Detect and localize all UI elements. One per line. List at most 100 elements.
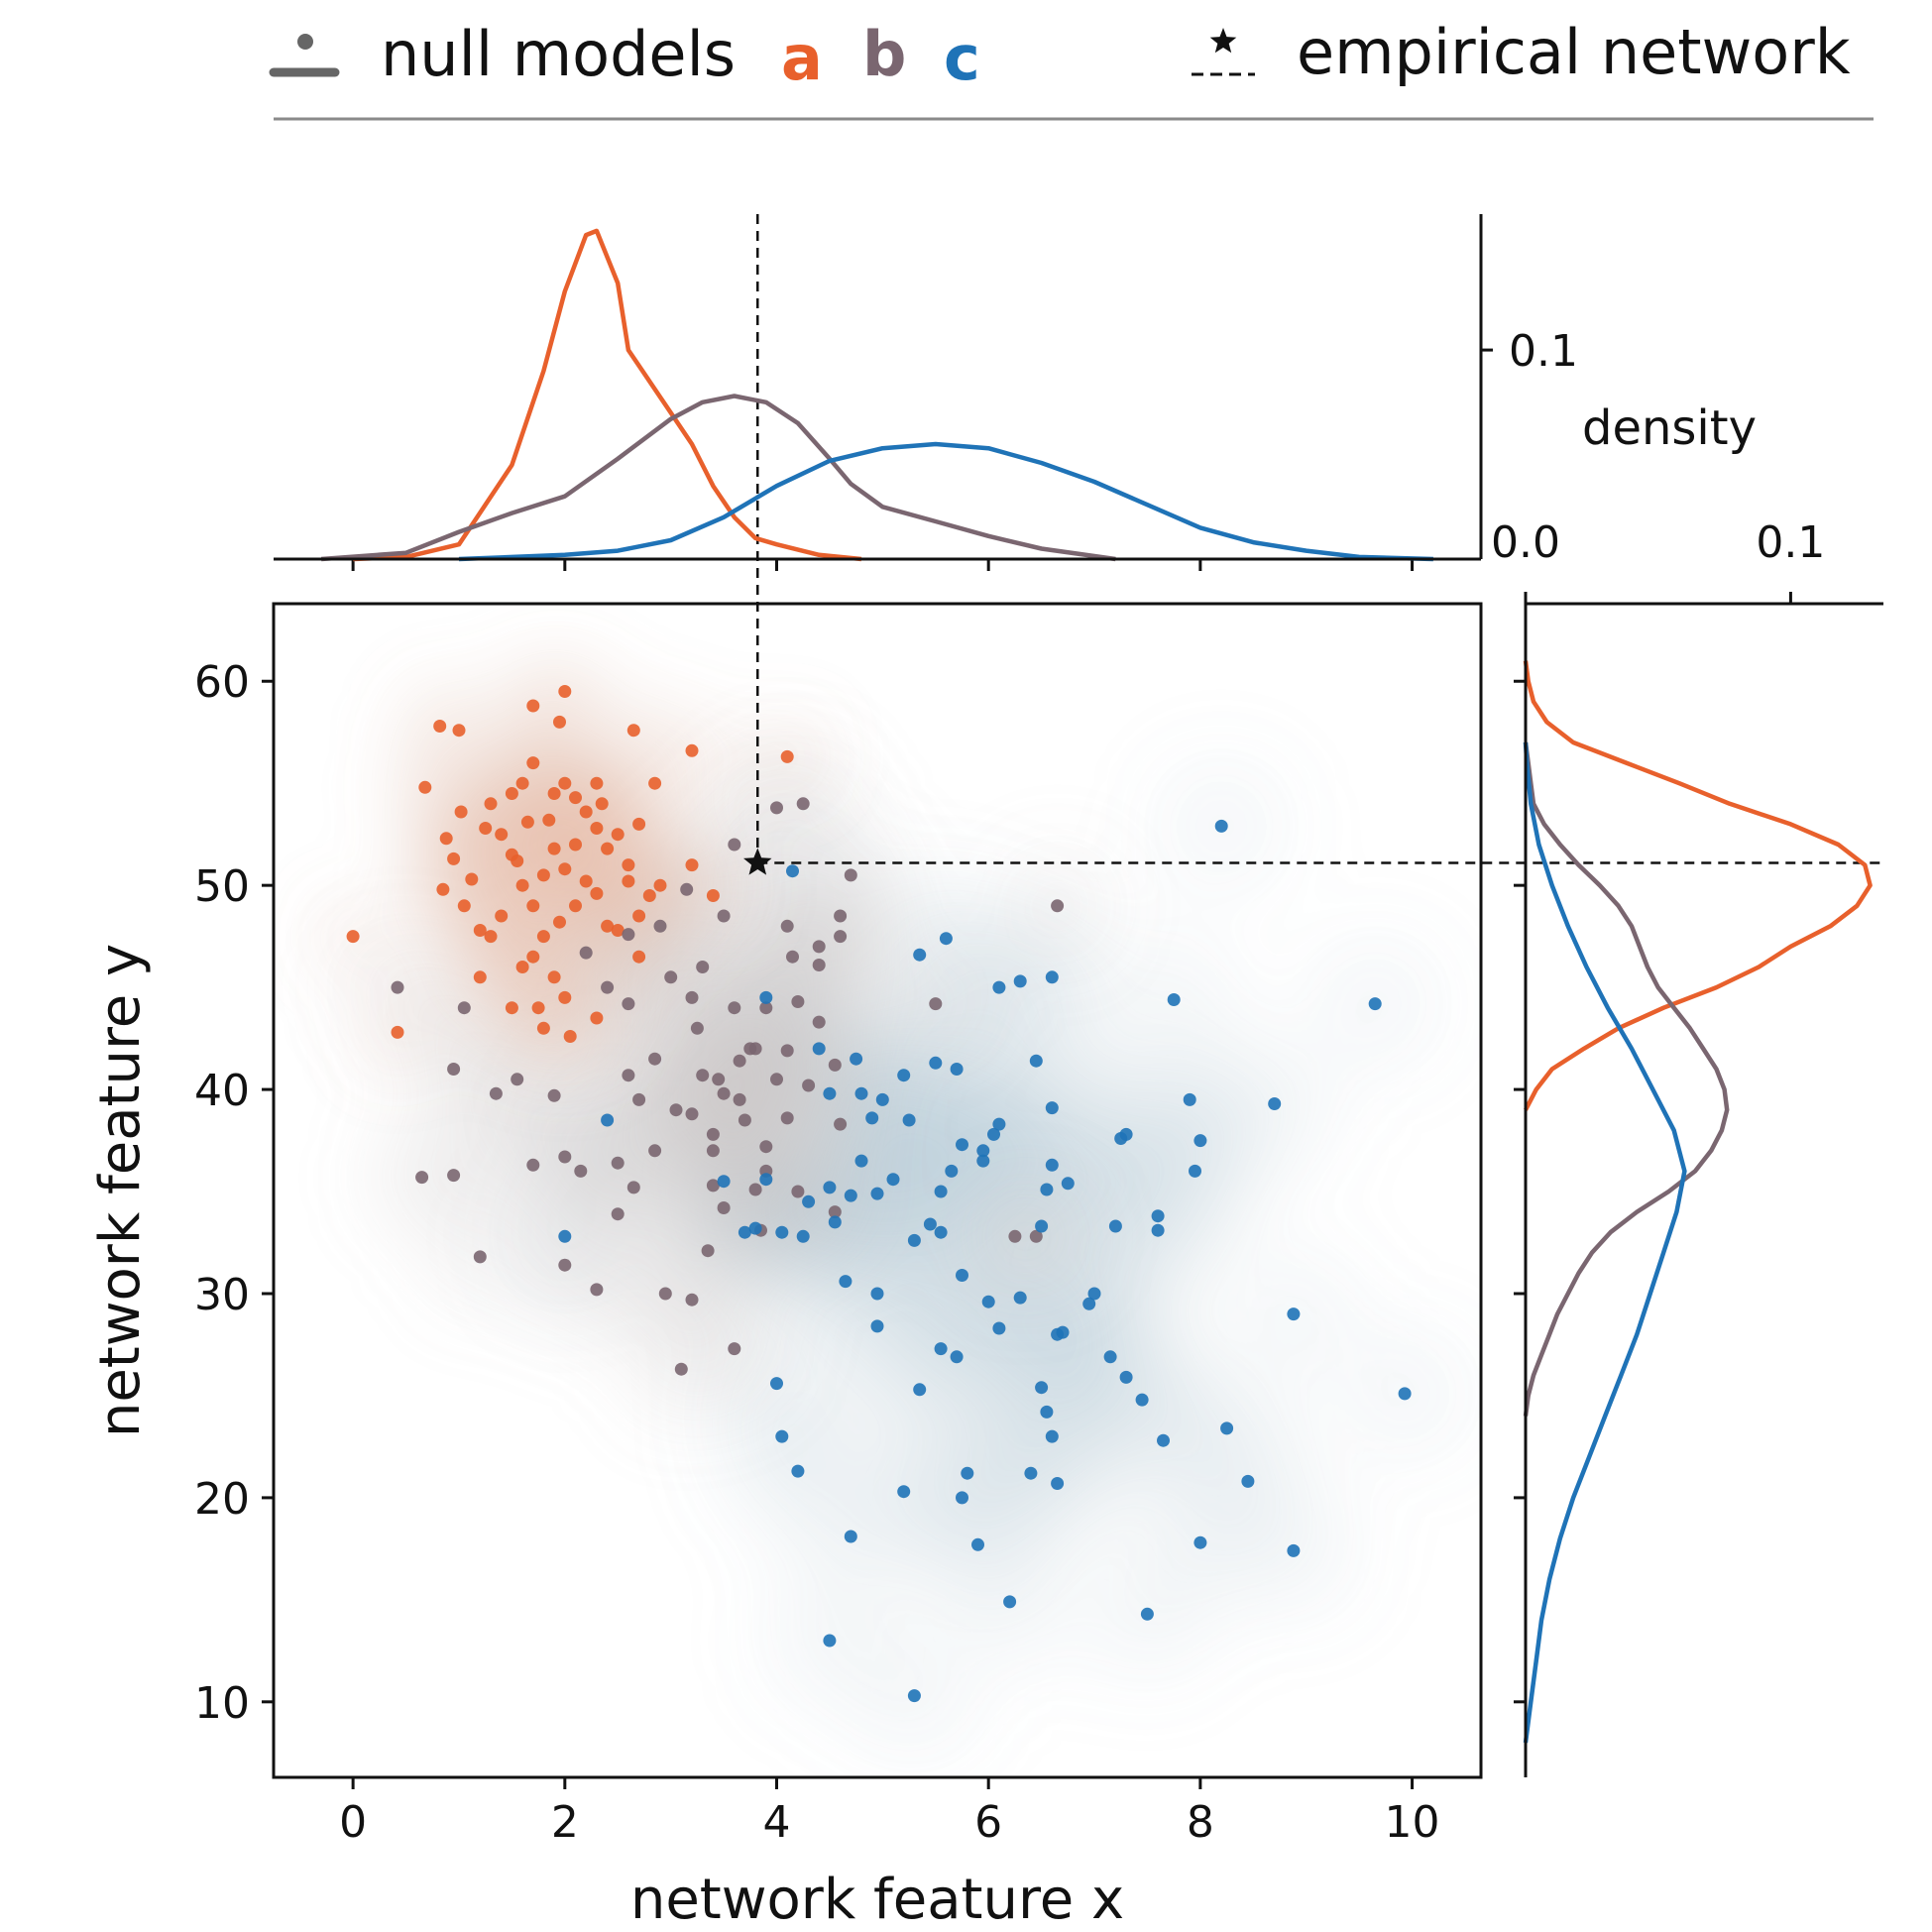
point-a — [685, 858, 699, 872]
point-b — [547, 1088, 561, 1102]
point-a — [454, 805, 468, 819]
empirical-network-marker-icon — [1192, 28, 1255, 76]
point-c — [992, 1117, 1006, 1131]
point-a — [642, 889, 656, 902]
point-b — [929, 997, 943, 1011]
point-b — [733, 1092, 746, 1106]
point-c — [981, 1295, 995, 1308]
point-a — [526, 699, 540, 713]
point-c — [1045, 1429, 1059, 1443]
y-tick-label: 20 — [194, 1474, 250, 1525]
point-c — [1045, 1158, 1059, 1172]
point-a — [706, 889, 720, 902]
legend-letter-b: b — [862, 18, 906, 90]
right-marginal-panel: 0.0 0.1 — [1491, 517, 1883, 1777]
point-c — [1061, 1177, 1075, 1191]
point-b — [601, 980, 615, 994]
main-axis-ticks: 0 2 4 6 8 10 10 20 30 40 50 60 — [194, 559, 1526, 1848]
point-c — [913, 1383, 927, 1397]
point-c — [1108, 1219, 1122, 1233]
point-c — [1368, 997, 1382, 1011]
point-a — [626, 724, 640, 738]
point-a — [542, 813, 556, 827]
point-b — [415, 1171, 429, 1185]
point-c — [823, 1181, 837, 1194]
point-b — [712, 1073, 726, 1086]
point-b — [696, 961, 710, 973]
point-c — [934, 1342, 948, 1356]
point-c — [601, 1113, 615, 1127]
point-b — [738, 1113, 751, 1127]
null-models-marker-icon — [269, 34, 340, 77]
point-c — [956, 1491, 968, 1505]
point-a — [558, 862, 572, 876]
point-a — [526, 899, 540, 913]
point-b — [653, 919, 667, 933]
point-c — [812, 1042, 826, 1056]
point-a — [558, 776, 572, 790]
point-b — [834, 1117, 848, 1131]
point-c — [759, 1173, 773, 1187]
point-c — [1193, 1535, 1207, 1549]
point-a — [391, 1025, 404, 1039]
point-a — [473, 970, 487, 984]
point-b — [626, 1181, 640, 1194]
point-b — [558, 1150, 572, 1164]
point-b — [391, 980, 404, 994]
point-a — [553, 715, 566, 729]
point-b — [834, 930, 848, 944]
point-a — [601, 919, 615, 933]
point-c — [1103, 1350, 1117, 1364]
point-c — [717, 1175, 731, 1189]
point-b — [447, 1063, 461, 1076]
point-a — [547, 842, 561, 855]
point-c — [1140, 1607, 1154, 1621]
point-c — [1035, 1219, 1049, 1233]
point-c — [875, 1092, 889, 1106]
point-b — [791, 995, 805, 1008]
point-a — [418, 780, 432, 794]
point-b — [690, 1021, 704, 1035]
point-b — [489, 1086, 503, 1100]
point-c — [1268, 1097, 1282, 1110]
point-a — [526, 950, 540, 964]
point-c — [961, 1466, 974, 1480]
series-c-points — [558, 819, 1412, 1703]
series-a-points — [346, 685, 794, 1043]
point-a — [495, 828, 509, 842]
point-c — [1287, 1307, 1301, 1321]
point-c — [907, 1689, 921, 1703]
right-density-curve-b — [1523, 741, 1730, 1417]
point-a — [457, 899, 471, 913]
point-a — [465, 872, 479, 886]
point-c — [950, 1350, 964, 1364]
point-a — [622, 858, 635, 872]
point-a — [447, 852, 461, 865]
top-density-curve-c — [458, 441, 1433, 562]
point-c — [987, 1127, 1000, 1141]
point-c — [802, 1194, 816, 1208]
point-c — [1241, 1474, 1255, 1488]
point-c — [1151, 1209, 1165, 1223]
point-c — [902, 1113, 916, 1127]
point-a — [436, 882, 450, 896]
point-a — [536, 1021, 550, 1035]
point-b — [622, 1069, 635, 1082]
point-b — [622, 928, 635, 942]
point-a — [526, 756, 540, 770]
point-c — [791, 1464, 805, 1478]
point-a — [495, 909, 509, 923]
point-c — [1040, 1183, 1054, 1196]
point-b — [706, 1144, 720, 1158]
point-b — [590, 1283, 604, 1297]
point-b — [780, 1044, 794, 1058]
point-a — [547, 787, 561, 800]
point-a — [558, 990, 572, 1004]
point-c — [1035, 1381, 1049, 1395]
point-a — [484, 797, 498, 811]
point-a — [632, 817, 646, 831]
y-tick-label: 60 — [194, 657, 250, 708]
density-tick-label: 0.1 — [1509, 326, 1578, 377]
point-b — [701, 1244, 715, 1258]
x-tick-label: 4 — [763, 1797, 791, 1848]
